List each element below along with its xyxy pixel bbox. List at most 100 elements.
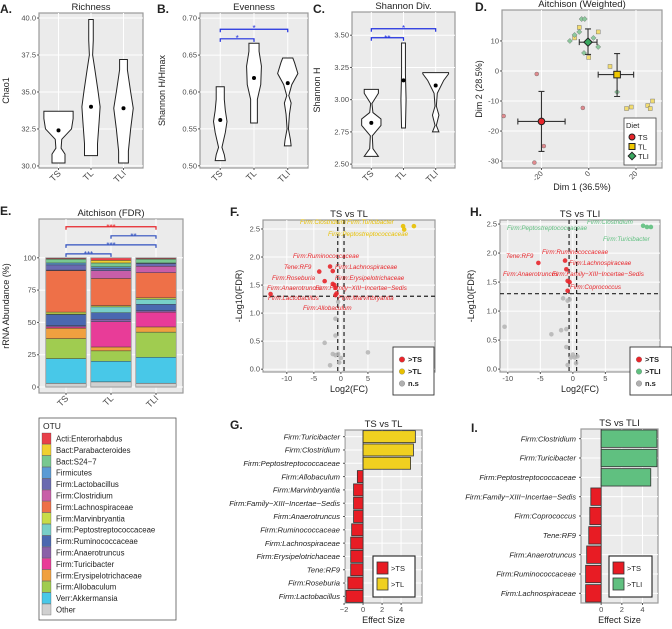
point-label: Firm:Peptostreptococcaceae [507, 225, 588, 232]
panel-b: B. Evenness Shannon H/Hmax 0.50 0.55 0.60 0.65… [157, 2, 309, 185]
point-label: Firm:Clostridium [300, 219, 346, 226]
effect-bar [351, 523, 364, 537]
legend-swatch [41, 592, 52, 604]
y-tick-label: 0.5 [487, 336, 497, 345]
bar-segment [90, 360, 132, 383]
data-point [573, 360, 579, 366]
category-label: Firm:Peptostreptococcaceae [479, 473, 576, 482]
x-axis-label: Log2(FC) [330, 384, 368, 394]
mean-point [401, 78, 406, 83]
sample-point [571, 32, 578, 38]
legend-marker [636, 368, 642, 375]
point-label: Firm:Family−XIII−Incertae−Sedis [552, 271, 645, 278]
bar-segment [135, 304, 177, 311]
legend-swatch [41, 546, 52, 559]
bar-segment [90, 321, 132, 348]
category-label: Firm:Coprococcus [514, 512, 576, 521]
data-point [565, 362, 570, 368]
data-point [640, 223, 646, 229]
y-tick-label: 0.0 [250, 365, 260, 374]
data-point [335, 299, 341, 305]
data-point [565, 288, 570, 294]
y-tick-label: 0.50 [182, 161, 197, 170]
data-point [335, 351, 341, 357]
centroid [537, 117, 546, 126]
x-tick-label: -20 [531, 169, 545, 183]
bar-legend: >TS >TL [372, 555, 416, 598]
panel-label: F. [230, 205, 239, 219]
effect-bar [353, 483, 364, 497]
category-label: Firm:Peptostreptococcaceae [243, 459, 340, 468]
legend-swatch [41, 558, 52, 570]
legend-swatch [41, 467, 52, 479]
centroid [613, 70, 621, 79]
category-label: Tene:RF9 [543, 531, 577, 540]
bar-segment [135, 265, 177, 273]
x-tick-label: 0 [361, 605, 365, 614]
bar-segment [90, 270, 132, 279]
y-tick-label: 2.0 [250, 253, 260, 262]
y-axis-label: -Log10(FDR) [466, 270, 476, 323]
data-point [568, 355, 574, 360]
data-point [564, 267, 569, 272]
bar-segment [45, 314, 87, 326]
point-label: Firm:Coprococcus [570, 284, 622, 291]
effect-bar [345, 589, 364, 603]
point-label: Firm:Peptostreptococcaceae [328, 231, 409, 238]
panel-title: TS vs TL [330, 209, 368, 220]
bar-segment [135, 311, 177, 328]
effect-bar [588, 526, 602, 545]
significance-stars: * [402, 24, 405, 33]
significance-stars: *** [106, 241, 115, 250]
sample-point [577, 25, 582, 30]
violin-tli [277, 57, 299, 147]
point-label: Firm:Clostridium [587, 219, 633, 226]
y-tick-label: -20 [488, 127, 499, 136]
data-point [401, 227, 407, 232]
data-point [560, 296, 566, 301]
data-point [411, 223, 417, 229]
category-label: Firm:Family−XIII−Incertae−Sedis [229, 499, 340, 508]
y-axis-label: Shannon H [312, 67, 322, 112]
legend-swatch [41, 603, 52, 616]
legend-swatch [41, 432, 52, 445]
legend-title: Diet [626, 121, 640, 130]
x-tick-label: 2 [620, 605, 624, 614]
y-tick-label: -10 [488, 97, 499, 106]
panel-label: H. [470, 205, 482, 219]
panel-title: Aitchison (Weighted) [538, 0, 625, 10]
data-point [322, 340, 327, 346]
panel-title: TS vs TL [365, 419, 403, 430]
effect-bar [362, 456, 411, 470]
data-point [316, 269, 322, 274]
panel-title: TS vs TLI [560, 209, 600, 220]
violin-ts [43, 110, 74, 164]
bar-segment [45, 270, 87, 313]
x-tick-label: -5 [311, 374, 318, 383]
sample-point [581, 16, 588, 22]
legend-label: n.s [645, 379, 656, 388]
significance-bracket [219, 38, 255, 42]
bar-segment [135, 298, 177, 305]
panel-title: Richness [71, 2, 110, 13]
panel-label: A. [0, 2, 12, 16]
point-label: Firm:Lachnospiraceae [335, 264, 398, 271]
category-label: Firm:Clostridium [285, 446, 340, 455]
sample-point [624, 106, 629, 111]
data-point [644, 224, 650, 230]
effect-bar [353, 496, 364, 510]
data-point [268, 291, 273, 297]
y-tick-label: 37.5 [21, 51, 36, 60]
legend-swatch [612, 561, 625, 575]
y-tick-label: 2.50 [334, 160, 349, 169]
violin-tli [422, 72, 450, 133]
x-axis-label: Log2(FC) [561, 384, 599, 394]
centroid [583, 37, 593, 48]
violin-ts [212, 86, 228, 162]
legend-swatch [41, 501, 52, 513]
sample-point [566, 38, 573, 44]
significance-bracket [65, 244, 157, 248]
significance-bracket [65, 226, 157, 230]
volcano-legend: >TS >TLI n.s [629, 346, 672, 396]
